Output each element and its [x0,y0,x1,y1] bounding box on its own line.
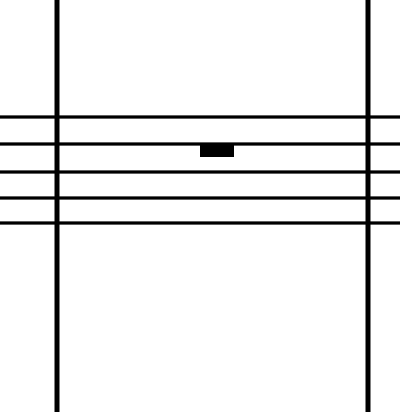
whole-rest-symbol [200,144,234,157]
staff [0,115,400,225]
barlines [54,0,371,412]
